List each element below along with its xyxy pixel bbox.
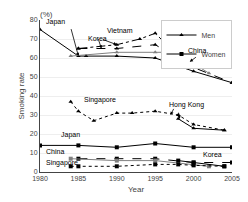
svg-text:0: 0 <box>34 168 38 175</box>
svg-text:10: 10 <box>30 149 38 156</box>
svg-text:80: 80 <box>30 16 38 23</box>
svg-text:Hong Kong: Hong Kong <box>169 101 204 109</box>
svg-text:1990: 1990 <box>109 175 125 182</box>
svg-text:30: 30 <box>30 111 38 118</box>
svg-text:Japan: Japan <box>61 131 80 139</box>
svg-text:1995: 1995 <box>147 175 163 182</box>
svg-text:China: China <box>46 148 64 155</box>
svg-text:Smoking rate: Smoking rate <box>17 72 26 120</box>
svg-text:1985: 1985 <box>71 175 87 182</box>
svg-text:50: 50 <box>30 73 38 80</box>
svg-text:China: China <box>188 47 206 54</box>
svg-text:Men: Men <box>202 32 216 39</box>
svg-text:Korea: Korea <box>203 151 222 158</box>
svg-text:70: 70 <box>30 35 38 42</box>
svg-text:2005: 2005 <box>224 175 240 182</box>
svg-text:Korea: Korea <box>88 35 107 42</box>
svg-text:Singapore: Singapore <box>46 159 78 167</box>
svg-text:Women: Women <box>202 51 226 58</box>
svg-text:2000: 2000 <box>186 175 202 182</box>
svg-text:Japan: Japan <box>46 18 65 26</box>
svg-text:1980: 1980 <box>32 175 48 182</box>
svg-text:Year: Year <box>128 185 145 194</box>
svg-text:40: 40 <box>30 92 38 99</box>
svg-text:(%): (%) <box>40 10 53 19</box>
svg-text:Singapore: Singapore <box>84 96 116 104</box>
svg-text:Vietnam: Vietnam <box>107 27 133 34</box>
svg-text:20: 20 <box>30 130 38 137</box>
svg-text:60: 60 <box>30 54 38 61</box>
